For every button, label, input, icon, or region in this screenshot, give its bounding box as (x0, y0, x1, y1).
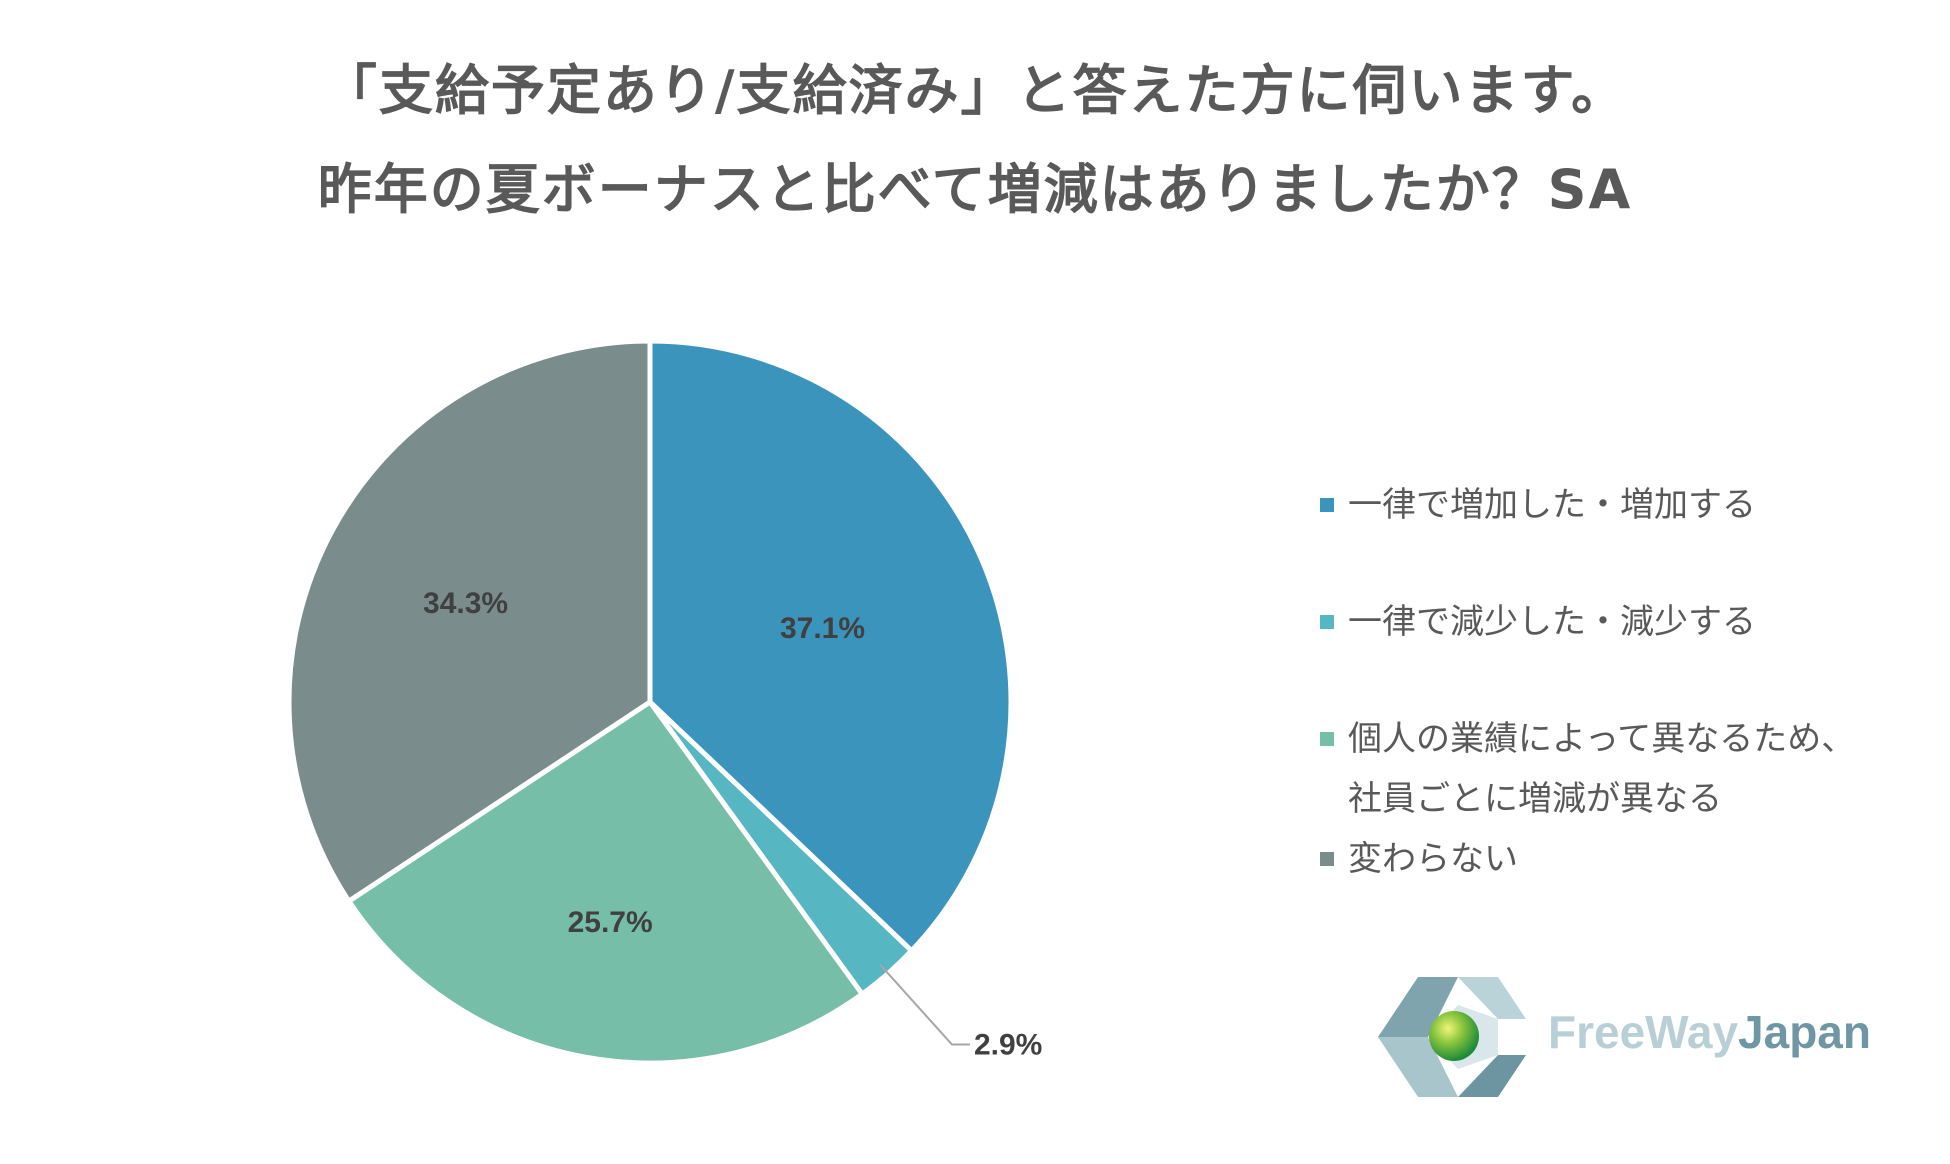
legend-item-varies: 個人の業績によって異なるため、 社員ごとに増減が異なる (1320, 709, 1920, 829)
chart-title-line-1: 「支給予定あり/支給済み」と答えた方に伺います。 (322, 59, 1628, 122)
leader-line-decrease (879, 963, 970, 1046)
logo-wordmark: FreeWayJapan (1548, 1005, 1871, 1059)
legend-label-decrease: 一律で減少した・減少する (1348, 602, 1756, 642)
logo-text-japan: Japan (1738, 1006, 1871, 1058)
legend-swatch-unchanged (1320, 852, 1334, 866)
legend-swatch-increase (1320, 498, 1334, 512)
logo-text-freeway: FreeWay (1548, 1006, 1739, 1058)
legend-swatch-varies (1320, 732, 1334, 746)
slice-label-increase: 37.1% (780, 612, 865, 645)
slice-label-varies: 25.7% (568, 906, 653, 939)
pie-slice-increase (647, 338, 1014, 954)
legend-item-unchanged: 変わらない (1320, 829, 1920, 889)
legend-item-increase: 一律で増加した・増加する (1320, 475, 1920, 535)
freewayjapan-logo: FreeWayJapan (1378, 975, 1898, 1100)
slice-label-decrease: 2.9% (974, 1029, 1042, 1062)
legend-label-unchanged: 変わらない (1348, 839, 1518, 879)
slice-label-unchanged: 34.3% (423, 587, 508, 620)
legend-label-varies-line2: 社員ごとに増減が異なる (1348, 779, 1722, 819)
legend-swatch-decrease (1320, 615, 1334, 629)
pie-slice-varies (346, 699, 865, 1066)
legend-label-increase: 一律で増加した・増加する (1348, 485, 1756, 525)
logo-mark-icon (1378, 977, 1526, 1097)
chart-title-line-2: 昨年の夏ボーナスと比べて増減はありましたか？SA (317, 158, 1633, 221)
legend-item-decrease: 一律で減少した・減少する (1320, 592, 1920, 652)
legend-label-varies-line1: 個人の業績によって異なるため、 (1348, 719, 1856, 759)
pie-slice-unchanged (286, 338, 653, 904)
chart-legend: 一律で増加した・増加する 一律で減少した・減少する 個人の業績によって異なるため… (1320, 475, 1920, 889)
